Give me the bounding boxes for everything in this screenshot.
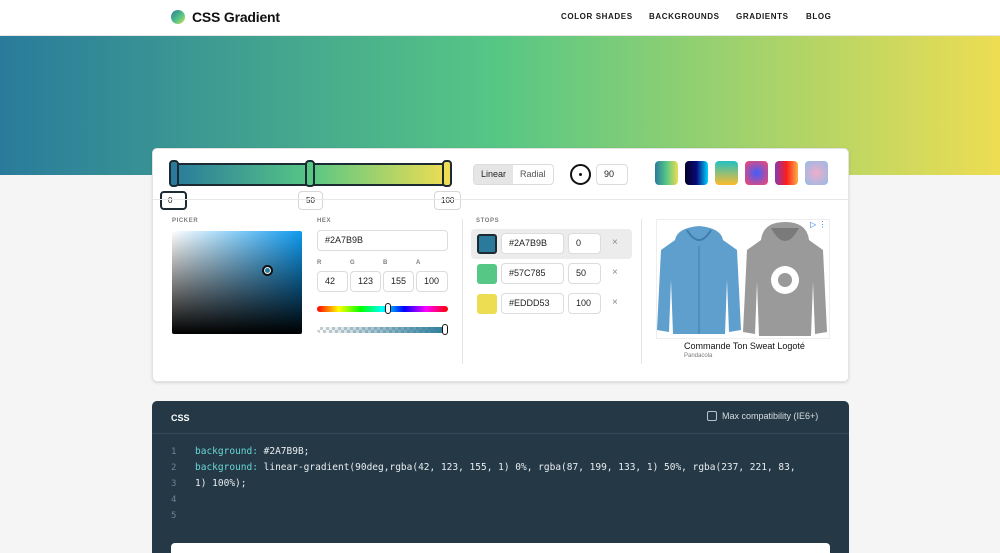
divider (153, 199, 850, 200)
angle-dial-icon[interactable] (570, 164, 591, 185)
css-output-panel: CSS Max compatibility (IE6+) 1 2 3 4 5 b… (152, 401, 849, 553)
hoodie-image (657, 222, 827, 336)
nav-backgrounds[interactable]: BACKGROUNDS (649, 12, 720, 21)
nav-color-shades[interactable]: COLOR SHADES (561, 12, 633, 21)
hue-slider[interactable] (317, 306, 448, 312)
logo-text: CSS Gradient (192, 9, 280, 25)
b-label: B (383, 260, 388, 266)
a-label: A (416, 260, 421, 266)
preset-swatch-4[interactable] (745, 161, 768, 185)
picker-cursor[interactable] (262, 265, 273, 276)
stop-position-input[interactable]: 100 (568, 293, 601, 314)
g-input[interactable]: 123 (350, 271, 381, 292)
line-number: 4 (171, 495, 177, 505)
code-line[interactable]: background: #2A7B9B; (195, 446, 309, 457)
stop-hex-input[interactable]: #57C785 (501, 263, 564, 284)
stop-position-input[interactable]: 50 (568, 263, 601, 284)
preset-swatch-1[interactable] (655, 161, 678, 185)
angle-input[interactable]: 90 (596, 164, 628, 185)
a-input[interactable]: 100 (416, 271, 448, 292)
line-number: 1 (171, 447, 177, 457)
hex-input[interactable]: #2A7B9B (317, 230, 448, 251)
r-label: R (317, 260, 322, 266)
code-line[interactable]: 1) 100%); (195, 478, 246, 489)
preset-swatch-2[interactable] (685, 161, 708, 185)
linear-option[interactable]: Linear (474, 165, 514, 184)
preset-swatch-6[interactable] (805, 161, 828, 185)
advertisement[interactable]: ▷ ⋮ Commande Ton Sweat Logoté Pandacola (656, 219, 830, 364)
stop-row-2[interactable]: #57C785 50 × (471, 259, 632, 289)
code-value: linear-gradient(90deg,rgba(42, 123, 155,… (257, 462, 796, 473)
css-panel-title: CSS (171, 413, 190, 423)
hex-label: HEX (317, 218, 332, 224)
remove-stop-icon[interactable]: × (612, 267, 618, 278)
copy-output-box[interactable] (171, 543, 830, 553)
max-compatibility-option[interactable]: Max compatibility (IE6+) (707, 411, 818, 421)
remove-stop-icon[interactable]: × (612, 297, 618, 308)
stop-position-input[interactable]: 0 (568, 233, 601, 254)
r-input[interactable]: 42 (317, 271, 348, 292)
ad-title[interactable]: Commande Ton Sweat Logoté (684, 341, 805, 351)
code-property: background: (195, 462, 258, 473)
compatibility-checkbox[interactable] (707, 411, 717, 421)
divider (462, 219, 463, 364)
divider (641, 219, 642, 364)
stop-position-label-50[interactable]: 50 (298, 191, 323, 210)
stop-handle-100[interactable] (442, 160, 452, 187)
stop-hex-input[interactable]: #2A7B9B (501, 233, 564, 254)
remove-stop-icon[interactable]: × (612, 237, 618, 248)
gradient-editor-card: 0 50 100 Linear Radial 90 PICKER HEX #2A… (152, 148, 850, 382)
divider (152, 433, 849, 434)
logo-icon (171, 10, 185, 24)
stop-hex-input[interactable]: #EDDD53 (501, 293, 564, 314)
line-number: 5 (171, 511, 177, 521)
code-line[interactable]: background: linear-gradient(90deg,rgba(4… (195, 462, 796, 473)
stops-label: STOPS (476, 218, 500, 224)
ad-advertiser: Pandacola (684, 353, 713, 359)
g-label: G (350, 260, 356, 266)
stop-row-1[interactable]: #2A7B9B 0 × (471, 229, 632, 259)
nav-blog[interactable]: BLOG (806, 12, 832, 21)
stop-handle-0[interactable] (169, 160, 179, 187)
compatibility-label[interactable]: Max compatibility (IE6+) (722, 411, 819, 421)
alpha-slider-thumb[interactable] (442, 324, 448, 335)
code-value: #2A7B9B; (257, 446, 310, 457)
stop-position-label-0[interactable]: 0 (160, 191, 187, 210)
line-number: 2 (171, 463, 177, 473)
ad-choices-icon[interactable]: ▷ ⋮ (810, 220, 827, 229)
preset-swatch-3[interactable] (715, 161, 738, 185)
stop-row-3[interactable]: #EDDD53 100 × (471, 289, 632, 319)
line-number: 3 (171, 479, 177, 489)
code-property: background: (195, 446, 258, 457)
ad-image[interactable] (656, 219, 830, 339)
code-value: 1) 100%); (195, 478, 247, 489)
stop-color-swatch[interactable] (477, 264, 497, 284)
stop-position-label-100[interactable]: 100 (434, 191, 461, 210)
picker-label: PICKER (172, 218, 199, 224)
stop-color-swatch[interactable] (477, 294, 497, 314)
hue-slider-thumb[interactable] (385, 303, 391, 314)
site-header: CSS Gradient COLOR SHADES BACKGROUNDS GR… (0, 0, 1000, 36)
stop-color-swatch[interactable] (477, 234, 497, 254)
gradient-type-toggle[interactable]: Linear Radial (473, 164, 554, 185)
alpha-slider[interactable] (317, 327, 448, 333)
preset-swatch-5[interactable] (775, 161, 798, 185)
site-logo[interactable]: CSS Gradient (171, 9, 280, 25)
radial-option[interactable]: Radial (520, 169, 546, 179)
color-picker-area[interactable] (172, 231, 302, 334)
nav-gradients[interactable]: GRADIENTS (736, 12, 789, 21)
b-input[interactable]: 155 (383, 271, 414, 292)
stop-handle-50[interactable] (305, 160, 315, 187)
